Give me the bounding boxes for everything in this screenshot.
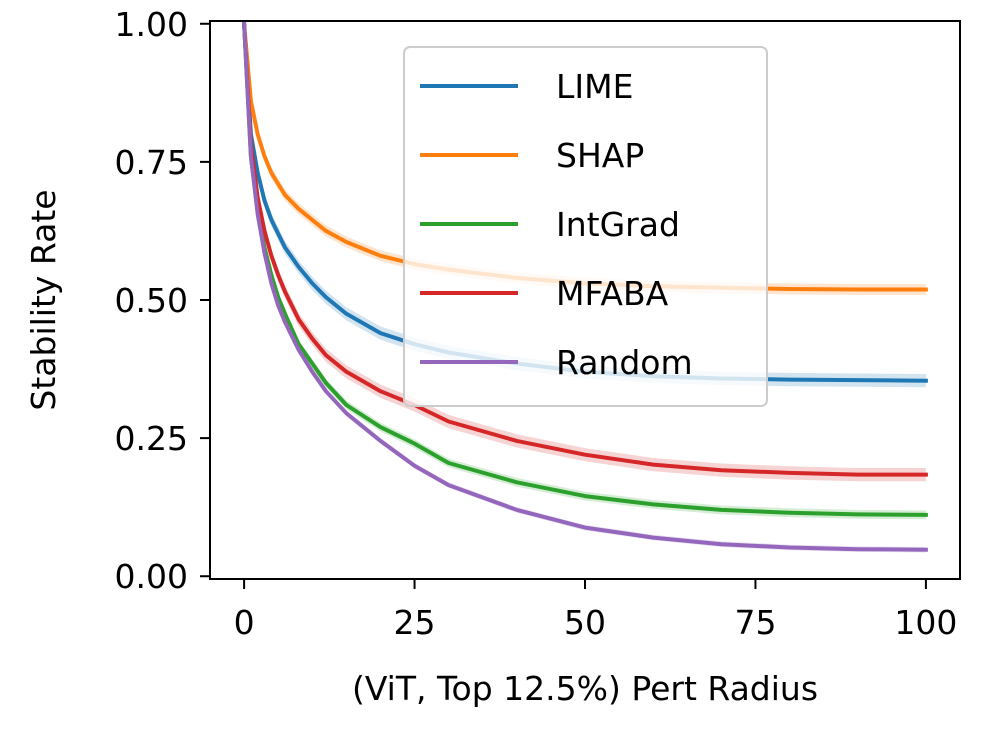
legend-label-mfaba: MFABA: [556, 274, 669, 313]
y-tick-label: 0.50: [115, 281, 188, 320]
y-tick-label: 1.00: [115, 5, 188, 44]
legend-label-intgrad: IntGrad: [556, 205, 680, 244]
x-tick-label: 25: [394, 603, 436, 642]
legend-label-random: Random: [556, 343, 693, 382]
line-mfaba: [241, 21, 928, 477]
legend: LIME SHAP IntGrad MFABA Random: [403, 46, 768, 407]
line-random: [242, 21, 928, 552]
x-tick-label: 100: [894, 603, 957, 642]
x-axis-label: (ViT, Top 12.5%) Pert Radius: [352, 669, 818, 708]
y-tick-label: 0.75: [115, 143, 188, 182]
x-tick-label: 50: [564, 603, 606, 642]
y-axis-ticks: 0.00 0.25 0.50 0.75 1.00: [115, 5, 210, 596]
legend-frame: [403, 46, 768, 407]
legend-label-shap: SHAP: [556, 136, 644, 175]
y-tick-label: 0.25: [115, 419, 188, 458]
legend-label-lime: LIME: [556, 67, 633, 106]
x-tick-label: 0: [234, 603, 255, 642]
x-axis-ticks: 0 25 50 75 100: [234, 579, 957, 642]
x-tick-label: 75: [734, 603, 776, 642]
y-tick-label: 0.00: [115, 557, 188, 596]
y-axis-label: Stability Rate: [24, 189, 63, 410]
